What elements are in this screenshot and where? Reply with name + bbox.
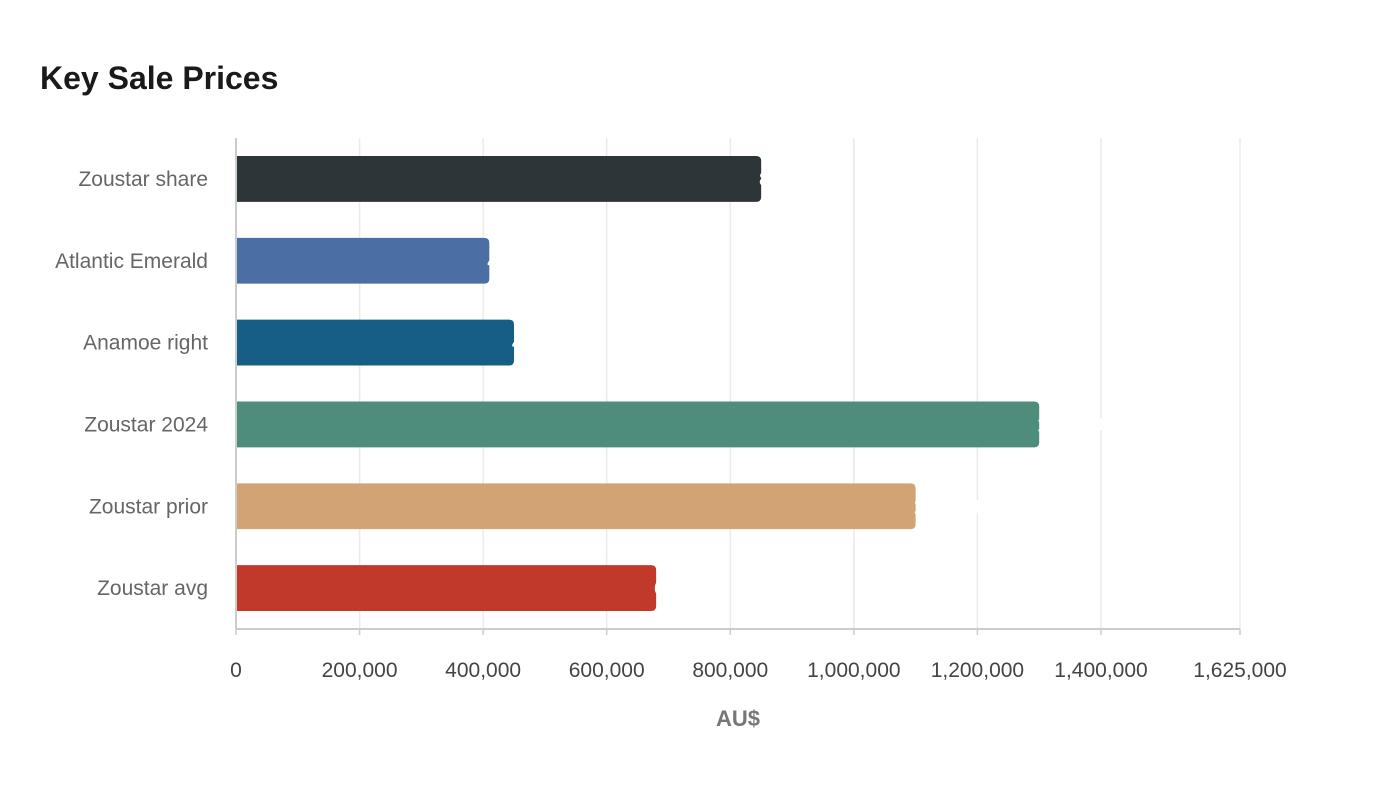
x-tick-label: 200,000: [322, 659, 398, 682]
x-axis-title: AU$: [716, 706, 760, 731]
category-label: Zoustar 2024: [84, 413, 208, 436]
bar-value-label: 1,100,000: [914, 496, 1003, 518]
x-tick-label: 400,000: [445, 659, 521, 682]
bar-value-label: 450,000: [512, 333, 584, 355]
x-tick-label: 600,000: [569, 659, 645, 682]
bar: [236, 156, 762, 202]
category-label: Atlantic Emerald: [55, 250, 208, 273]
category-label: Zoustar share: [78, 168, 208, 191]
bar: [236, 565, 657, 611]
labels: 0 200,000 400,000 600,000 800,000 1,000,000 1,…: [55, 168, 1287, 682]
x-tick-label: 1,400,000: [1054, 659, 1147, 682]
x-tick-label: 1,625,000: [1193, 659, 1286, 682]
grid-lines: [358, 138, 1241, 629]
bar: [236, 483, 916, 530]
category-label: Zoustar avg: [97, 577, 208, 600]
x-tick-label: 1,000,000: [807, 659, 900, 682]
bar-value-label: 410,000: [487, 251, 559, 273]
bar: [236, 319, 515, 366]
x-tick-label: 1,200,000: [931, 659, 1024, 682]
category-label: Zoustar prior: [89, 495, 208, 518]
bar-value-label: 1,300,000: [1037, 414, 1126, 436]
bar-value-label: 850,000: [759, 169, 831, 191]
category-label: Anamoe right: [83, 332, 208, 355]
bar: [236, 401, 1040, 448]
chart-title: Key Sale Prices: [40, 60, 279, 96]
axes: [235, 138, 1241, 635]
x-tick-label: 0: [230, 659, 242, 682]
bars: [236, 156, 1040, 611]
bar-value-label: 680,000: [654, 578, 726, 600]
bar: [236, 237, 490, 284]
x-tick-label: 800,000: [692, 659, 768, 682]
